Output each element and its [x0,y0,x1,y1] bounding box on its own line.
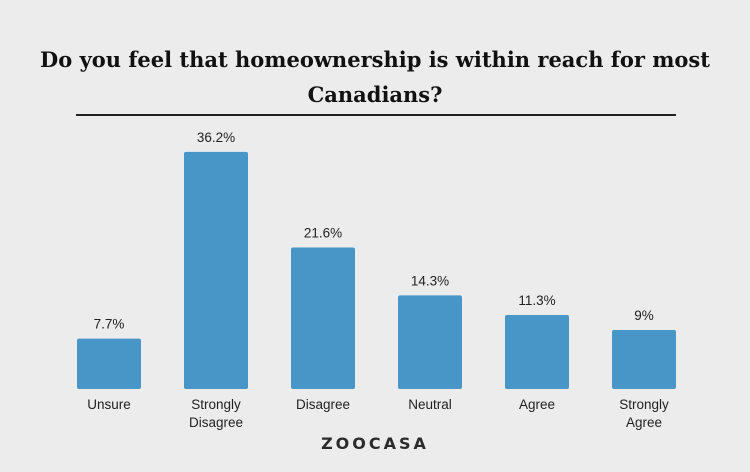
bar-unsure [77,338,141,389]
category-label: Disagree [189,415,243,430]
value-label: 9% [634,308,654,323]
value-label: 36.2% [197,130,235,145]
bar-strongly-agree [612,330,676,389]
category-label: Unsure [87,397,131,412]
bar-agree [505,314,569,389]
category-label: Strongly [619,397,669,412]
bar-neutral [398,295,462,389]
category-label: Strongly [191,397,241,412]
category-label: Disagree [296,397,350,412]
zoocasa-logo: ZOOCASA [321,434,429,453]
value-label: 7.7% [94,317,125,332]
bar-disagree [291,247,355,389]
title-divider [76,114,676,116]
chart-title: Do you feel that homeownership is within… [40,47,710,107]
value-label: 21.6% [304,226,342,241]
category-label: Agree [519,397,555,412]
category-label: Neutral [408,397,452,412]
category-label: Agree [626,415,662,430]
bar-strongly-disagree [184,151,248,389]
value-label: 11.3% [518,293,555,308]
value-label: 14.3% [411,273,449,288]
